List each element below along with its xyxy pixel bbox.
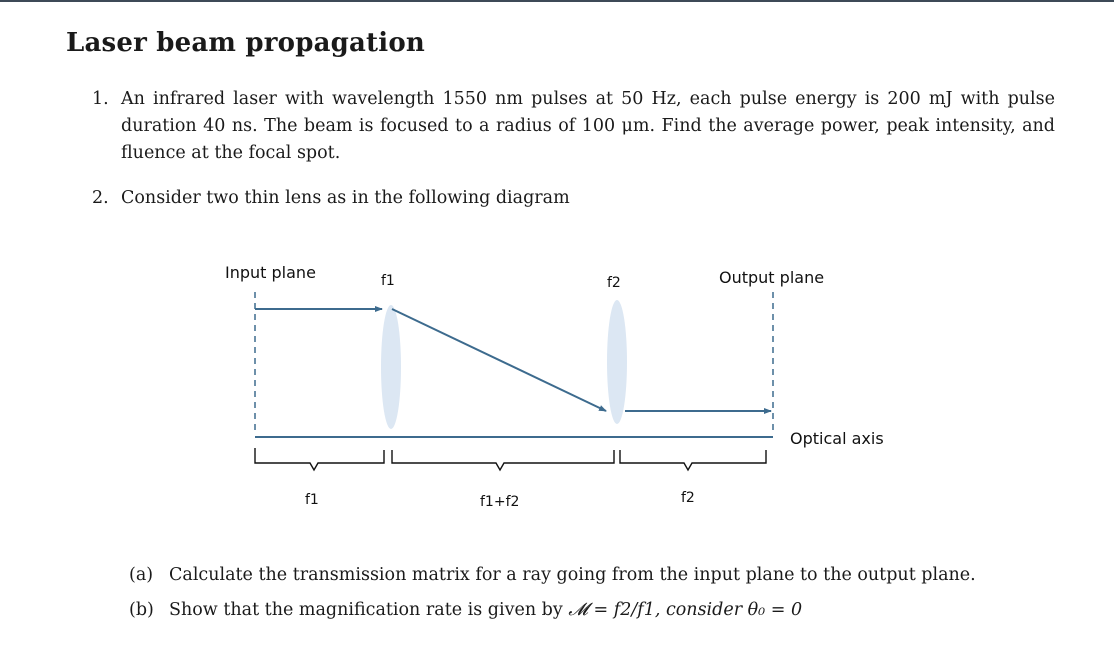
subquestion-a-label: (a) [129,565,154,585]
lens-1-label: f1 [381,273,395,289]
question-1-number: 1. [92,89,109,109]
question-2-number: 2. [92,188,109,208]
subquestion-a: (a) Calculate the transmission matrix for… [129,562,976,588]
brace-f1-f2 [391,450,615,472]
lens-2-label: f2 [607,275,621,291]
lens-1 [381,305,401,429]
distance-f2-label: f2 [681,490,695,506]
subquestion-b-text: Show that the magnification rate is give… [169,600,569,620]
subquestion-a-text: Calculate the transmission matrix for a … [169,565,976,585]
distance-f1-f2-label: f1+f2 [480,494,519,510]
question-1-text: An infrared laser with wavelength 1550 n… [121,89,1055,163]
brace-f2 [619,450,767,472]
brace-f1 [254,448,385,472]
optical-axis-label: Optical axis [790,429,884,448]
question-2-text: Consider two thin lens as in the followi… [121,188,570,208]
ray-segment-2 [391,308,607,412]
input-plane-label: Input plane [225,263,316,282]
top-rule [0,0,1114,2]
question-2: 2. Consider two thin lens as in the foll… [92,185,692,212]
page-title: Laser beam propagation [66,28,425,58]
question-1: 1. An infrared laser with wavelength 155… [92,86,1055,167]
lens-2 [607,300,627,424]
subquestion-b-math: 𝓜 = f2/f1, consider θ₀ = 0 [568,600,803,620]
subquestion-b: (b) Show that the magnification rate is g… [129,597,802,623]
distance-f1-label: f1 [305,492,319,508]
subquestion-b-label: (b) [129,600,154,620]
output-plane-label: Output plane [719,268,824,287]
